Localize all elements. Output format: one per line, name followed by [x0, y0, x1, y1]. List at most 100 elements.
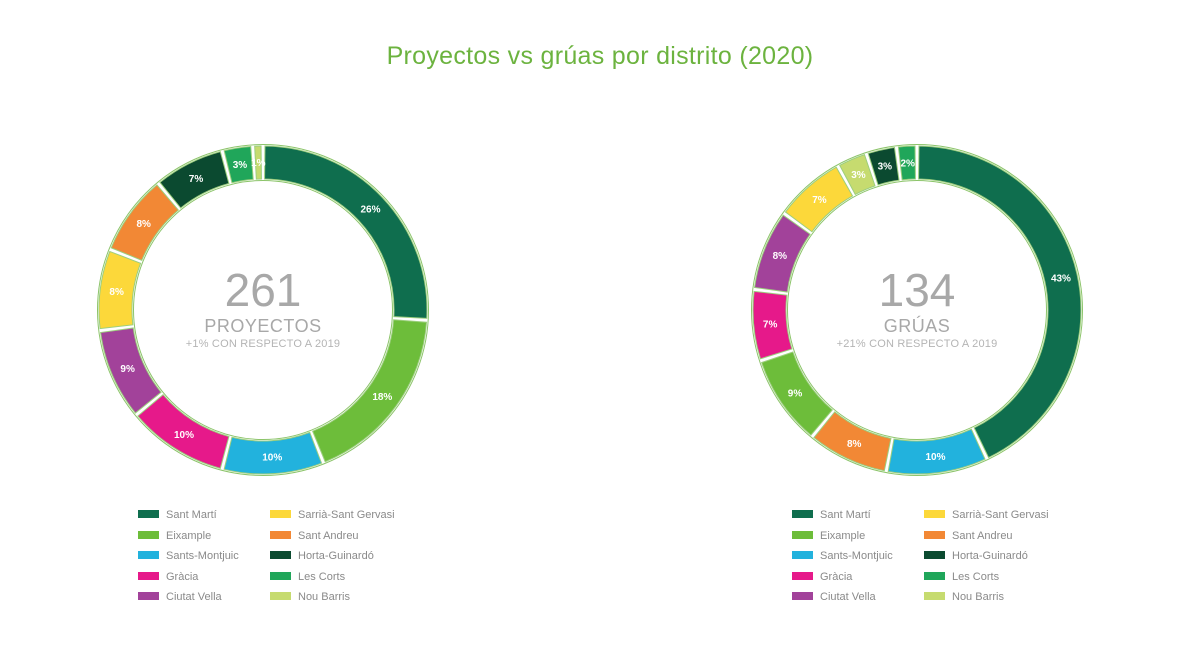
- legend-swatch: [138, 530, 159, 539]
- slice-horta-guinardo[interactable]: [867, 146, 900, 186]
- legend-item-nou-barris: Nou Barris: [270, 591, 350, 605]
- slice-label-eixample: 9%: [788, 388, 803, 399]
- slice-sarria-sant-gervasi[interactable]: [784, 166, 854, 233]
- legend-label: Sants-Montjuic: [166, 550, 239, 562]
- legend-swatch: [924, 551, 945, 560]
- slice-les-corts[interactable]: [223, 145, 254, 184]
- slice-label-sarria-sant-gervasi: 7%: [812, 195, 827, 206]
- slice-label-sant-marti: 43%: [1051, 273, 1071, 284]
- legend-swatch: [924, 530, 945, 539]
- slice-nou-barris[interactable]: [254, 145, 262, 180]
- legend-label: Eixample: [820, 529, 866, 542]
- legend-label: Ciutat Vella: [820, 591, 876, 603]
- slice-label-sant-andreu: 8%: [136, 219, 151, 230]
- slice-ciutat-vella[interactable]: [753, 214, 811, 293]
- slice-label-sants-montjuic: 10%: [262, 453, 282, 464]
- slice-sant-marti[interactable]: [264, 145, 428, 319]
- slice-label-ciutat-vella: 8%: [773, 251, 788, 262]
- legend-item-sant-marti: Sant Martí: [792, 509, 871, 523]
- legend-swatch: [924, 510, 945, 519]
- slice-ciutat-vella[interactable]: [99, 327, 162, 414]
- legend-label: Sant Martí: [820, 509, 871, 521]
- legend-label: Nou Barris: [952, 591, 1004, 603]
- legend-item-eixample: Eixample: [138, 530, 211, 544]
- legend-swatch: [924, 571, 945, 580]
- slice-gracia[interactable]: [137, 394, 230, 469]
- legend-swatch: [792, 530, 813, 539]
- legend-label: Sant Martí: [166, 509, 217, 521]
- legend-swatch: [792, 592, 813, 601]
- slice-label-sant-andreu: 8%: [847, 439, 862, 450]
- legend-item-sant-andreu: Sant Andreu: [924, 530, 1013, 544]
- legend-label: Horta-Guinardó: [952, 550, 1028, 562]
- legend-swatch: [138, 592, 159, 601]
- donut-inner-ring: [133, 180, 393, 440]
- legend-swatch: [138, 551, 159, 560]
- legend-swatch: [792, 571, 813, 580]
- slice-label-nou-barris: 3%: [851, 170, 866, 181]
- legend-item-horta-guinardo: Horta-Guinardó: [270, 550, 374, 564]
- legend-label: Sant Andreu: [952, 529, 1013, 542]
- slice-label-horta-guinardo: 7%: [189, 174, 204, 185]
- legend-swatch: [270, 530, 291, 539]
- legend-label: Eixample: [166, 529, 212, 542]
- slice-sant-andreu[interactable]: [110, 184, 179, 261]
- legend-label: Sant Andreu: [298, 529, 359, 542]
- donut-outer-ring: [97, 144, 429, 476]
- legend-label: Sarrià-Sant Gervasi: [298, 509, 395, 521]
- slice-horta-guinardo[interactable]: [159, 151, 230, 209]
- slice-sarria-sant-gervasi[interactable]: [98, 250, 142, 330]
- slice-label-sant-marti: 26%: [361, 205, 381, 216]
- slice-eixample[interactable]: [312, 319, 428, 463]
- slice-sants-montjuic[interactable]: [887, 428, 986, 475]
- legend-swatch: [792, 510, 813, 519]
- legend-label: Nou Barris: [298, 591, 350, 603]
- slice-label-nou-barris: 1%: [251, 158, 266, 169]
- chart-title: Proyectos vs grúas por distrito (2020): [386, 42, 814, 70]
- legend-item-sant-andreu: Sant Andreu: [270, 530, 359, 544]
- legend-swatch: [138, 510, 159, 519]
- legend-swatch: [924, 592, 945, 601]
- legend-item-sants-montjuic: Sants-Montjuic: [792, 550, 893, 564]
- legend-label: Les Corts: [298, 570, 346, 583]
- legend-label: Sants-Montjuic: [820, 550, 893, 562]
- donut-svg-proyectos: 26% 18% 10% 10% 9% 8% 8% 7% 3% 1%: [97, 144, 429, 476]
- slice-label-eixample: 18%: [372, 392, 392, 403]
- slice-sant-andreu[interactable]: [813, 411, 892, 472]
- legend-swatch: [792, 551, 813, 560]
- legend-swatch: [270, 551, 291, 560]
- legend-item-gracia: Gràcia: [138, 571, 198, 585]
- slice-label-gracia: 10%: [174, 430, 194, 441]
- legend-swatch: [270, 510, 291, 519]
- donut-chart-gruas: 43% 10% 8% 9% 7% 8% 7% 3% 3% 2% 134 GRÚAS +21% CO…: [747, 135, 1087, 485]
- legend-item-sarria-sant-gervasi: Sarrià-Sant Gervasi: [924, 509, 1049, 523]
- slice-label-sarria-sant-gervasi: 8%: [109, 287, 124, 298]
- slice-eixample[interactable]: [761, 351, 833, 436]
- legend-swatch: [270, 571, 291, 580]
- slice-sant-marti[interactable]: [918, 145, 1082, 459]
- slice-sants-montjuic[interactable]: [223, 431, 323, 475]
- legend-item-gracia: Gràcia: [792, 571, 852, 585]
- legend-label: Gràcia: [820, 570, 853, 583]
- donut-chart-proyectos: 26% 18% 10% 10% 9% 8% 8% 7% 3% 1% 261 PROYECTOS +…: [93, 135, 433, 485]
- legend-item-les-corts: Les Corts: [924, 571, 999, 585]
- legend-item-nou-barris: Nou Barris: [924, 591, 1004, 605]
- slice-label-les-corts: 2%: [901, 158, 916, 169]
- slice-label-sants-montjuic: 10%: [925, 452, 945, 463]
- slice-gracia[interactable]: [752, 290, 793, 360]
- donut-svg-gruas: 43% 10% 8% 9% 7% 8% 7% 3% 3% 2%: [751, 144, 1083, 476]
- legend-item-sants-montjuic: Sants-Montjuic: [138, 550, 239, 564]
- legend-swatch: [270, 592, 291, 601]
- legend-proyectos: Sant Martí Sarrià-Sant Gervasi Eixample San…: [138, 509, 438, 609]
- legend-label: Sarrià-Sant Gervasi: [952, 509, 1049, 521]
- slice-label-gracia: 7%: [763, 319, 778, 330]
- slice-nou-barris[interactable]: [839, 154, 876, 196]
- legend-item-horta-guinardo: Horta-Guinardó: [924, 550, 1028, 564]
- legend-label: Gràcia: [166, 570, 199, 583]
- legend-item-sarria-sant-gervasi: Sarrià-Sant Gervasi: [270, 509, 395, 523]
- legend-swatch: [138, 571, 159, 580]
- slice-label-ciutat-vella: 9%: [120, 364, 135, 375]
- slice-les-corts[interactable]: [897, 145, 916, 181]
- legend-item-les-corts: Les Corts: [270, 571, 345, 585]
- legend-item-ciutat-vella: Ciutat Vella: [792, 591, 876, 605]
